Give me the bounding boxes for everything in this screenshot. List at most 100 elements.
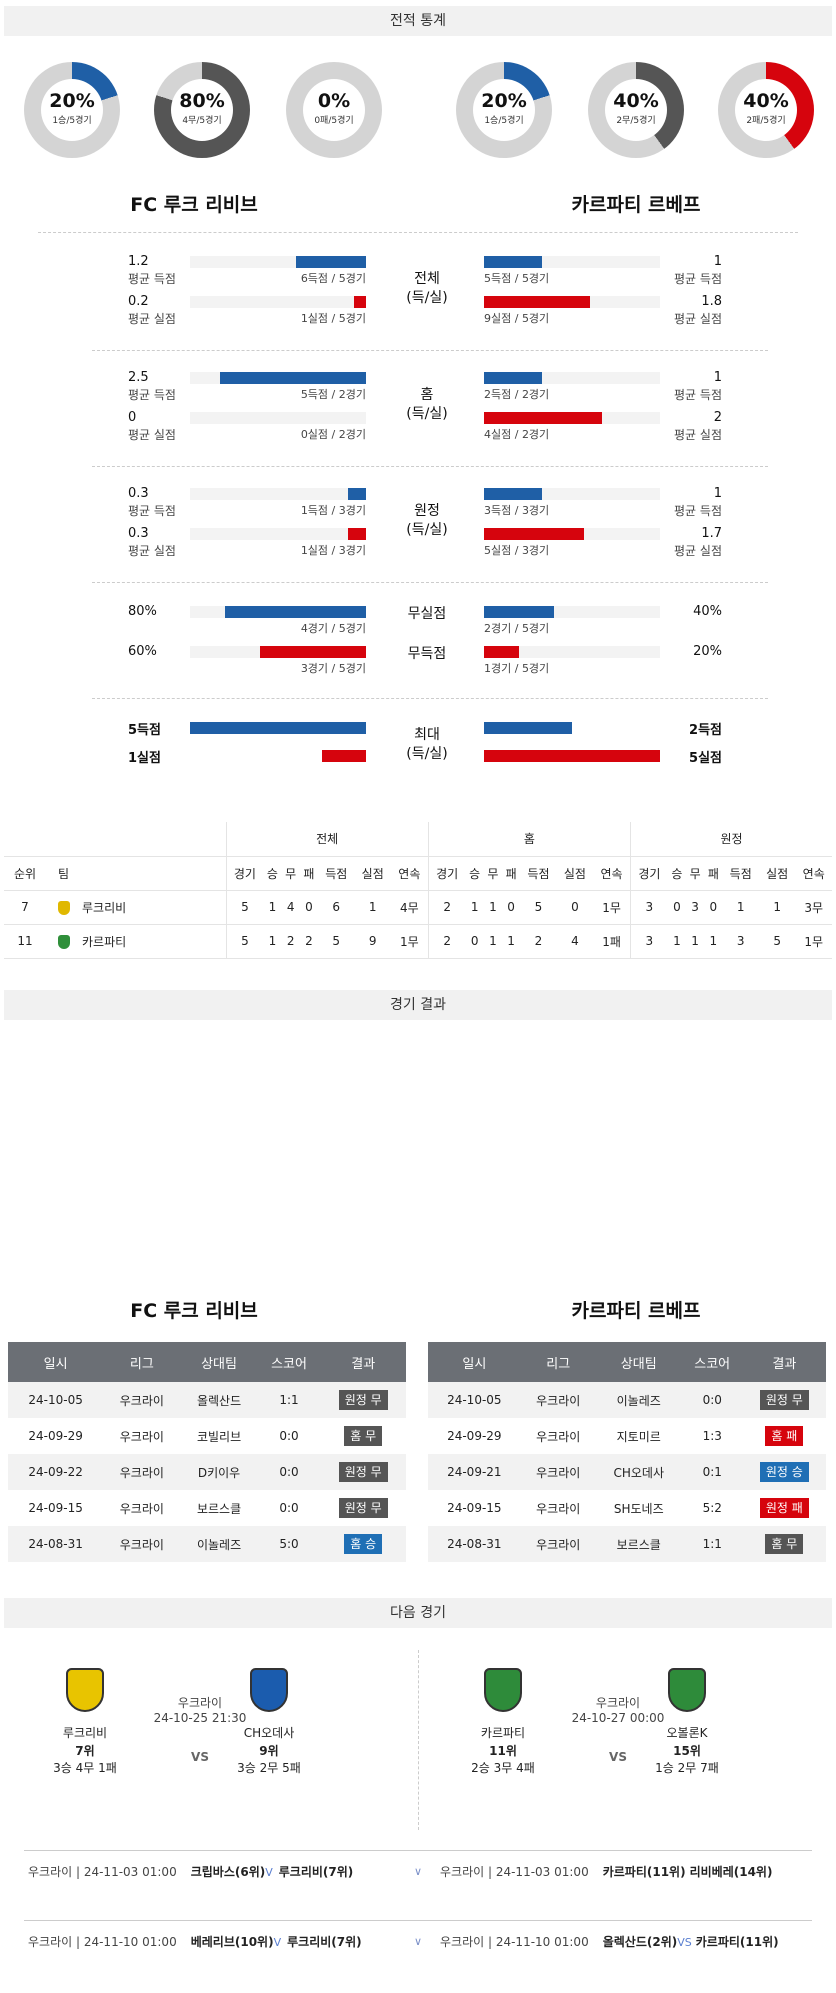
home-stat-value: 2.5 (128, 370, 149, 385)
col-5: 실점 (758, 856, 796, 891)
stat-cell: 5 (225, 924, 264, 959)
away-stat-label: 평균 득점 (674, 388, 722, 402)
upcoming-row: 우크라이 | 24-11-10 01:00 베레리브(10위)V 루크리비(7위) ∨… (24, 1920, 812, 1962)
results-date: 24-09-22 (8, 1454, 104, 1490)
away-stat-track (484, 646, 660, 658)
results-opp: CH오데사 (595, 1454, 682, 1490)
next-time: 24-10-27 00:00 (571, 1711, 665, 1725)
upcoming-team-b: 카르파티(11위) (695, 1935, 779, 1949)
away-stat-count: 9실점 / 5경기 (484, 312, 550, 325)
col-5: 실점 (354, 856, 391, 891)
col-4: 득점 (318, 856, 355, 891)
results-league: 우크라이 (520, 1454, 596, 1490)
result-badge: 원정 승 (759, 1462, 809, 1482)
stat-category-name: 홈 (420, 387, 434, 403)
next-team-rank: 11위 (489, 1744, 517, 1758)
results-league: 우크라이 (103, 1454, 181, 1490)
next-team-record: 1승 2무 7패 (655, 1761, 719, 1775)
away-stat-bar (484, 256, 542, 268)
col-2: 무 (686, 856, 705, 891)
ruh-lviv-logo-icon (66, 1668, 104, 1712)
upcoming-meta: 우크라이 | 24-11-03 01:00 (28, 1865, 177, 1879)
away-stat-bar (484, 606, 554, 618)
results-row: 24-09-29 우크라이 코빌리브 0:0 홈 무 (8, 1418, 406, 1454)
results-league: 우크라이 (536, 1429, 581, 1444)
results-date: 24-08-31 (8, 1526, 104, 1562)
away-max-bar (484, 722, 572, 734)
divider (92, 466, 768, 467)
col-6: 연속 (795, 856, 832, 891)
rank-cell: 7 (4, 890, 46, 925)
col-4: 득점 (520, 856, 557, 891)
stat-cell: 1 (667, 924, 686, 959)
away-stat-label: 평균 실점 (674, 544, 722, 558)
away-stat-label: 평균 실점 (674, 428, 722, 442)
home-max-bar (190, 722, 366, 734)
results-score: 5:0 (257, 1526, 321, 1562)
stat-cell: 2 (427, 924, 466, 959)
home-stat-value: 60% (128, 644, 157, 659)
upcoming-meta: 우크라이 | 24-11-10 01:00 (440, 1935, 589, 1949)
away-stat-count: 1경기 / 5경기 (484, 662, 550, 675)
next-league: 우크라이 (177, 1696, 223, 1710)
stat-category-name: 원정 (414, 503, 440, 519)
results-score: 5:2 (702, 1501, 722, 1515)
col-0: 경기 (427, 856, 466, 891)
home-stat-label: 평균 득점 (128, 272, 176, 286)
away-team-name: 카르파티 르베프 (571, 194, 701, 216)
results-header: 리그 (520, 1342, 596, 1382)
col-3: 패 (502, 856, 521, 891)
results-header: 일시 (8, 1342, 104, 1382)
results-header: 상대팀 (595, 1342, 682, 1382)
away-stat-count: 2경기 / 5경기 (484, 622, 550, 635)
away-stat-value: 1.8 (701, 294, 722, 309)
results-outcome: 원정 승 (742, 1454, 826, 1490)
results-row: 24-08-31 우크라이 이놀레즈 5:0 홈 승 (8, 1526, 406, 1562)
team-logo-icon (58, 901, 70, 915)
results-opp: 지토미르 (616, 1429, 661, 1444)
stat-cell: 1 (758, 890, 796, 925)
results-row: 24-10-05 우크라이 올렉산드 1:1 원정 무 (8, 1382, 406, 1418)
away-stat-value: 1.7 (701, 526, 722, 541)
results-league: 우크라이 (103, 1382, 181, 1418)
home-stat-bar (354, 296, 366, 308)
divider (418, 1650, 419, 1830)
results-league: 우크라이 (520, 1526, 596, 1562)
result-badge: 원정 패 (759, 1498, 809, 1518)
home-team-name: FC 루크 리비브 (130, 194, 258, 216)
col-6: 연속 (390, 856, 429, 891)
stat-cell: 0 (556, 890, 594, 925)
next-team-name: 루크리비 (62, 1726, 108, 1740)
stat-cell: 0 (502, 890, 521, 925)
upcoming-right: 우크라이 | 24-11-03 01:00 카르파티(11위) 리비베레(14위) (440, 1851, 820, 1894)
away-stat-label: 평균 실점 (674, 312, 722, 326)
chornomorets-logo-icon (250, 1668, 288, 1712)
donut-center: 20% 1승/5경기 (473, 79, 535, 141)
team-cell: 카르파티 (46, 924, 226, 959)
stat-category-sub: (득/실) (406, 290, 448, 306)
group-total: 전체 (225, 822, 429, 857)
away-max-value: 2득점 (689, 723, 722, 738)
stat-cell: 3 (629, 890, 668, 925)
home-stat-label: 평균 득점 (128, 388, 176, 402)
away-stat-value: 1 (713, 254, 722, 269)
chevron-down-icon[interactable]: ∨ (414, 1865, 423, 1878)
team-name: 카르파티 (82, 934, 127, 949)
standings-row: 11 카르파티 5 1 2 2 5 9 1무 2 0 1 1 2 4 1패 3 1 1 1 3 5 1무 (4, 924, 832, 959)
donut-detail: 4무/5경기 (182, 116, 222, 126)
results-league: 우크라이 (103, 1526, 181, 1562)
home-stat-count: 6득점 / 5경기 (300, 272, 366, 285)
team-cell: 루크리비 (46, 890, 226, 925)
away-max-value: 5실점 (689, 751, 722, 766)
standings-row: 7 루크리비 5 1 4 0 6 1 4무 2 1 1 0 5 0 1무 3 0 3 0 1 1 3무 (4, 890, 832, 925)
home-stat-value: 80% (128, 604, 157, 619)
team-name: 루크리비 (82, 900, 127, 915)
home-stat-label: 평균 득점 (128, 504, 176, 518)
stat-category: 원정 (득/실) (377, 502, 477, 540)
donut-center: 40% 2무/5경기 (605, 79, 667, 141)
next-team-record: 3승 2무 5패 (237, 1761, 301, 1775)
stat-category-sub: (득/실) (406, 406, 448, 422)
chevron-down-icon[interactable]: ∨ (414, 1935, 423, 1948)
record-donut: 20% 1승/5경기 (456, 62, 552, 158)
results-row: 24-09-22 우크라이 D키이우 0:0 원정 무 (8, 1454, 406, 1490)
